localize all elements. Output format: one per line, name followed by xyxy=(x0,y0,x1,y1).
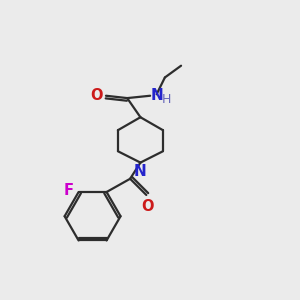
Text: F: F xyxy=(63,183,73,198)
Text: O: O xyxy=(90,88,102,103)
Text: N: N xyxy=(134,164,147,179)
Text: N: N xyxy=(151,88,164,103)
Text: H: H xyxy=(161,93,171,106)
Text: O: O xyxy=(142,200,154,214)
